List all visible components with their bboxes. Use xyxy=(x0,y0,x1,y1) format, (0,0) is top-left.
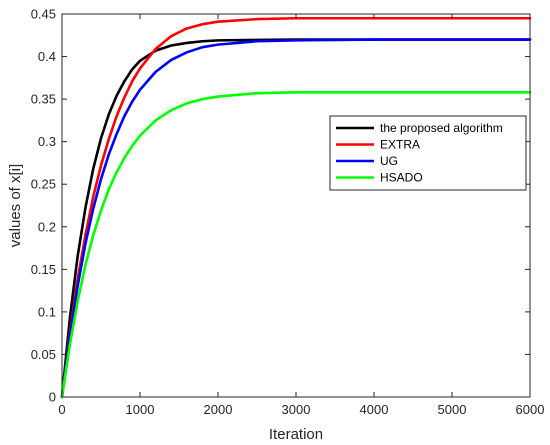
y-tick-label: 0.2 xyxy=(38,219,56,234)
x-tick-label: 5000 xyxy=(438,402,467,417)
legend-label-1: EXTRA xyxy=(380,138,420,152)
legend: the proposed algorithm EXTRA UG HSADO xyxy=(329,115,527,191)
x-tick-label: 0 xyxy=(58,402,65,417)
y-tick-label: 0.35 xyxy=(31,92,56,107)
y-tick-label: 0.45 xyxy=(31,7,56,22)
y-tick-label: 0.3 xyxy=(38,134,56,149)
plot-area xyxy=(60,16,532,399)
y-axis-label: values of x[i] xyxy=(7,164,24,247)
x-tick-label: 1000 xyxy=(126,402,155,417)
y-tick-label: 0.25 xyxy=(31,177,56,192)
series-line-1 xyxy=(60,16,532,399)
series-line-2 xyxy=(60,38,532,399)
y-tick-label: 0.05 xyxy=(31,347,56,362)
legend-label-0: the proposed algorithm xyxy=(380,121,503,135)
y-tick-label: 0.1 xyxy=(38,304,56,319)
x-tick-label: 6000 xyxy=(516,402,545,417)
x-tick-label: 3000 xyxy=(282,402,311,417)
x-tick-label: 2000 xyxy=(204,402,233,417)
axes: 0 1000 2000 3000 4000 5000 6000 0 0.05 0.1 0.15 0.2… xyxy=(7,7,544,444)
x-axis-label: Iteration xyxy=(269,426,323,443)
y-tick-label: 0.4 xyxy=(38,49,56,64)
legend-label-2: UG xyxy=(380,154,398,168)
y-tick-label: 0.15 xyxy=(31,262,56,277)
series-line-3 xyxy=(60,91,532,399)
legend-label-3: HSADO xyxy=(380,171,423,185)
x-tick-label: 4000 xyxy=(360,402,389,417)
y-tick-label: 0 xyxy=(49,390,56,405)
